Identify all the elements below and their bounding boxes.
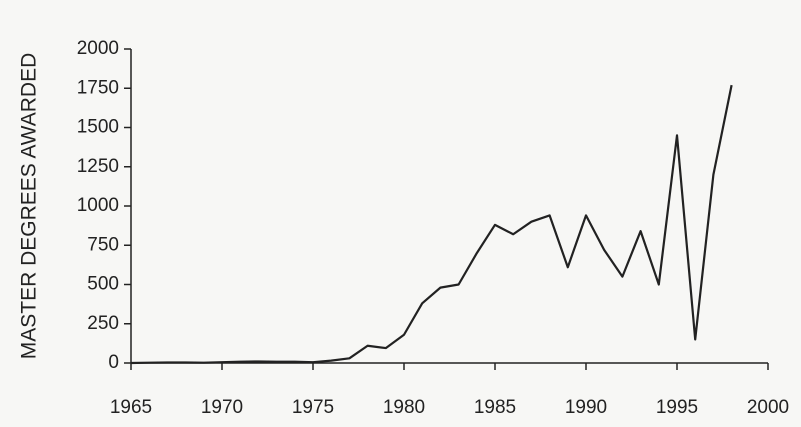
x-tick-label: 1970 bbox=[201, 397, 243, 418]
y-tick-label: 500 bbox=[87, 274, 119, 295]
y-tick-label: 0 bbox=[108, 352, 119, 373]
x-tick-label: 1995 bbox=[656, 397, 698, 418]
y-tick-label: 250 bbox=[87, 313, 119, 334]
y-tick-label: 1000 bbox=[77, 195, 119, 216]
y-tick-label: 2000 bbox=[77, 38, 119, 59]
y-tick-label: 1500 bbox=[77, 117, 119, 138]
y-tick-label: 750 bbox=[87, 234, 119, 255]
x-tick-label: 1975 bbox=[292, 397, 334, 418]
x-tick-label: 1985 bbox=[474, 397, 516, 418]
y-tick-label: 1250 bbox=[77, 156, 119, 177]
x-tick-label: 1980 bbox=[383, 397, 425, 418]
x-tick-label: 2000 bbox=[747, 397, 789, 418]
x-tick-label: 1965 bbox=[110, 397, 152, 418]
x-tick-label: 1990 bbox=[565, 397, 607, 418]
y-axis-label: MASTER DEGREES AWARDED bbox=[18, 53, 41, 360]
y-tick-label: 1750 bbox=[77, 77, 119, 98]
data-line bbox=[130, 84, 733, 365]
